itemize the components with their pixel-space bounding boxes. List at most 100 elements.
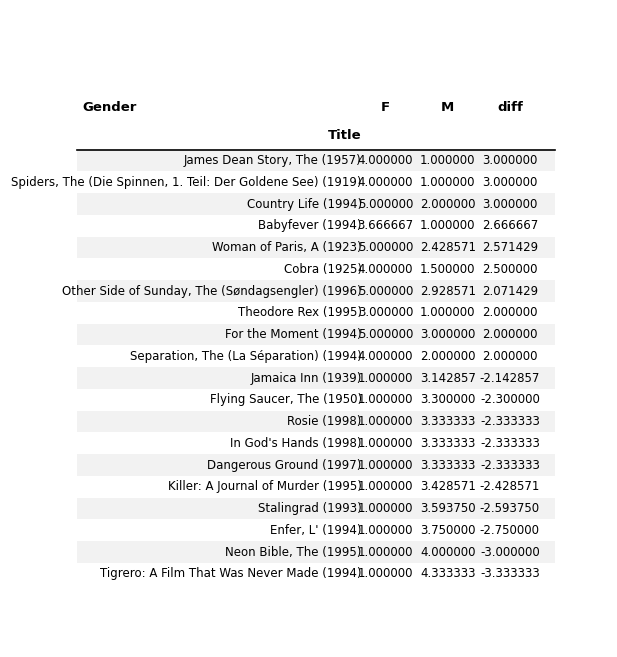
- Text: 1.000000: 1.000000: [358, 437, 413, 450]
- Text: 2.000000: 2.000000: [420, 350, 476, 363]
- Text: -3.333333: -3.333333: [480, 568, 540, 580]
- Text: Title: Title: [328, 129, 362, 143]
- Text: 1.000000: 1.000000: [420, 154, 476, 167]
- Text: 5.000000: 5.000000: [358, 241, 413, 254]
- Text: 2.428571: 2.428571: [420, 241, 476, 254]
- Text: In God's Hands (1998): In God's Hands (1998): [230, 437, 362, 450]
- Text: -2.333333: -2.333333: [480, 437, 540, 450]
- Text: Separation, The (La Séparation) (1994): Separation, The (La Séparation) (1994): [130, 350, 362, 363]
- Text: 4.000000: 4.000000: [358, 154, 413, 167]
- Text: 3.333333: 3.333333: [420, 437, 475, 450]
- Bar: [77, 171, 555, 193]
- Text: Flying Saucer, The (1950): Flying Saucer, The (1950): [210, 394, 362, 406]
- Bar: [77, 258, 555, 280]
- Bar: [77, 520, 555, 541]
- Text: Country Life (1994): Country Life (1994): [247, 198, 362, 210]
- Text: Enfer, L' (1994): Enfer, L' (1994): [270, 524, 362, 537]
- Text: 1.500000: 1.500000: [420, 263, 476, 276]
- Text: 3.666667: 3.666667: [357, 219, 413, 233]
- Text: 5.000000: 5.000000: [358, 284, 413, 298]
- Text: 3.333333: 3.333333: [420, 415, 475, 428]
- Text: 2.000000: 2.000000: [482, 306, 537, 319]
- Text: 2.071429: 2.071429: [482, 284, 538, 298]
- Bar: [77, 237, 555, 258]
- Text: Rosie (1998): Rosie (1998): [288, 415, 362, 428]
- Text: Woman of Paris, A (1923): Woman of Paris, A (1923): [212, 241, 362, 254]
- Text: Gender: Gender: [82, 101, 136, 114]
- Text: 1.000000: 1.000000: [358, 524, 413, 537]
- Text: 4.000000: 4.000000: [420, 545, 476, 558]
- Text: 3.333333: 3.333333: [420, 459, 475, 472]
- Bar: [77, 346, 555, 367]
- Text: 1.000000: 1.000000: [358, 415, 413, 428]
- Bar: [77, 541, 555, 563]
- Text: 2.666667: 2.666667: [482, 219, 538, 233]
- Text: 4.000000: 4.000000: [358, 176, 413, 189]
- Text: 3.750000: 3.750000: [420, 524, 476, 537]
- Text: 3.428571: 3.428571: [420, 480, 476, 493]
- Bar: [77, 280, 555, 302]
- Text: 1.000000: 1.000000: [420, 306, 476, 319]
- Bar: [77, 367, 555, 389]
- Text: 3.000000: 3.000000: [482, 198, 537, 210]
- Bar: [77, 302, 555, 324]
- Text: 3.000000: 3.000000: [482, 154, 537, 167]
- Bar: [77, 563, 555, 585]
- Text: 2.000000: 2.000000: [482, 328, 537, 341]
- Text: 4.333333: 4.333333: [420, 568, 476, 580]
- Text: Jamaica Inn (1939): Jamaica Inn (1939): [251, 372, 362, 384]
- Bar: [77, 324, 555, 346]
- Text: 2.500000: 2.500000: [482, 263, 537, 276]
- Text: 5.000000: 5.000000: [358, 198, 413, 210]
- Text: M: M: [441, 101, 454, 114]
- Text: 3.000000: 3.000000: [482, 176, 537, 189]
- Text: 1.000000: 1.000000: [358, 480, 413, 493]
- Text: 1.000000: 1.000000: [358, 394, 413, 406]
- Bar: [77, 476, 555, 498]
- Text: -2.593750: -2.593750: [480, 502, 540, 515]
- Text: F: F: [381, 101, 390, 114]
- Text: 2.571429: 2.571429: [482, 241, 538, 254]
- Bar: [77, 150, 555, 171]
- Text: Babyfever (1994): Babyfever (1994): [258, 219, 362, 233]
- Text: Stalingrad (1993): Stalingrad (1993): [258, 502, 362, 515]
- Text: 5.000000: 5.000000: [358, 328, 413, 341]
- Text: -2.333333: -2.333333: [480, 459, 540, 472]
- Text: Killer: A Journal of Murder (1995): Killer: A Journal of Murder (1995): [168, 480, 362, 493]
- Text: 1.000000: 1.000000: [420, 219, 476, 233]
- Text: -2.750000: -2.750000: [480, 524, 540, 537]
- Text: Neon Bible, The (1995): Neon Bible, The (1995): [225, 545, 362, 558]
- Text: 4.000000: 4.000000: [358, 263, 413, 276]
- Text: 3.593750: 3.593750: [420, 502, 476, 515]
- Bar: [77, 432, 555, 454]
- Bar: [77, 389, 555, 411]
- Text: 1.000000: 1.000000: [358, 459, 413, 472]
- Text: Theodore Rex (1995): Theodore Rex (1995): [238, 306, 362, 319]
- Text: Dangerous Ground (1997): Dangerous Ground (1997): [207, 459, 362, 472]
- Text: 2.000000: 2.000000: [420, 198, 476, 210]
- Bar: [77, 193, 555, 215]
- Text: 1.000000: 1.000000: [420, 176, 476, 189]
- Text: 1.000000: 1.000000: [358, 568, 413, 580]
- Bar: [77, 454, 555, 476]
- Text: Other Side of Sunday, The (Søndagsengler) (1996): Other Side of Sunday, The (Søndagsengler…: [62, 284, 362, 298]
- Text: 3.000000: 3.000000: [358, 306, 413, 319]
- Text: -2.428571: -2.428571: [479, 480, 540, 493]
- Text: Spiders, The (Die Spinnen, 1. Teil: Der Goldene See) (1919): Spiders, The (Die Spinnen, 1. Teil: Der …: [11, 176, 362, 189]
- Text: 4.000000: 4.000000: [358, 350, 413, 363]
- Text: 2.000000: 2.000000: [482, 350, 537, 363]
- Text: diff: diff: [497, 101, 523, 114]
- Text: James Dean Story, The (1957): James Dean Story, The (1957): [184, 154, 362, 167]
- Text: 1.000000: 1.000000: [358, 545, 413, 558]
- Text: 3.142857: 3.142857: [420, 372, 476, 384]
- Text: -2.333333: -2.333333: [480, 415, 540, 428]
- Text: 1.000000: 1.000000: [358, 372, 413, 384]
- Text: 3.300000: 3.300000: [420, 394, 475, 406]
- Bar: [77, 215, 555, 237]
- Text: 3.000000: 3.000000: [420, 328, 475, 341]
- Text: -2.142857: -2.142857: [479, 372, 540, 384]
- Text: Cobra (1925): Cobra (1925): [284, 263, 362, 276]
- Text: For the Moment (1994): For the Moment (1994): [225, 328, 362, 341]
- Text: 2.928571: 2.928571: [420, 284, 476, 298]
- Text: 1.000000: 1.000000: [358, 502, 413, 515]
